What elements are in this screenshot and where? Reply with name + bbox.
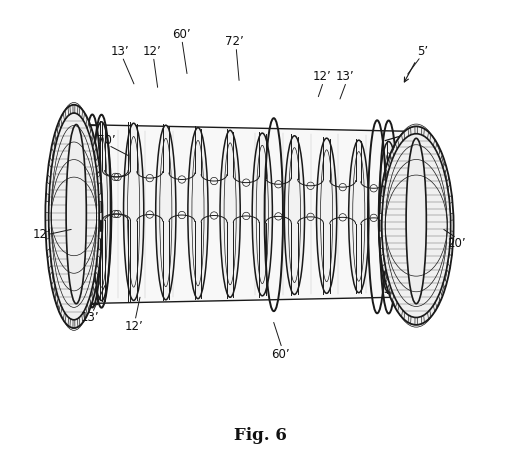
- Polygon shape: [77, 106, 80, 115]
- Ellipse shape: [252, 133, 272, 296]
- Text: 12’: 12’: [142, 45, 161, 58]
- Polygon shape: [82, 312, 85, 323]
- Polygon shape: [49, 265, 53, 276]
- Polygon shape: [401, 310, 405, 319]
- Polygon shape: [380, 248, 383, 256]
- Ellipse shape: [406, 138, 426, 304]
- Polygon shape: [68, 318, 70, 327]
- Ellipse shape: [284, 136, 305, 294]
- Polygon shape: [449, 195, 452, 204]
- Text: 12’: 12’: [313, 70, 331, 83]
- Polygon shape: [73, 105, 75, 113]
- Polygon shape: [433, 302, 437, 312]
- Polygon shape: [390, 291, 394, 301]
- Polygon shape: [449, 248, 452, 256]
- Ellipse shape: [220, 130, 240, 297]
- Polygon shape: [76, 125, 416, 304]
- Text: 60’: 60’: [173, 28, 191, 41]
- Polygon shape: [450, 231, 453, 238]
- Polygon shape: [415, 126, 418, 134]
- Polygon shape: [89, 128, 93, 140]
- Polygon shape: [433, 140, 437, 149]
- Polygon shape: [447, 264, 450, 273]
- Polygon shape: [46, 193, 49, 202]
- Ellipse shape: [382, 124, 451, 327]
- Polygon shape: [438, 150, 443, 160]
- Text: Fig. 6: Fig. 6: [233, 427, 287, 444]
- Polygon shape: [59, 304, 62, 315]
- Polygon shape: [59, 118, 62, 129]
- Polygon shape: [93, 280, 96, 291]
- Polygon shape: [86, 118, 89, 129]
- Text: 5’: 5’: [418, 45, 428, 58]
- Polygon shape: [447, 178, 450, 187]
- Polygon shape: [395, 302, 399, 312]
- Polygon shape: [55, 293, 58, 305]
- Polygon shape: [380, 195, 383, 204]
- Polygon shape: [408, 127, 411, 136]
- Polygon shape: [427, 310, 431, 319]
- Ellipse shape: [349, 140, 369, 292]
- Polygon shape: [46, 231, 49, 239]
- Polygon shape: [89, 293, 93, 305]
- Polygon shape: [450, 213, 453, 220]
- Ellipse shape: [124, 123, 144, 300]
- Polygon shape: [415, 318, 418, 325]
- Polygon shape: [401, 132, 405, 141]
- Text: 13’: 13’: [111, 45, 129, 58]
- Polygon shape: [47, 174, 50, 185]
- Polygon shape: [93, 142, 96, 153]
- Text: 13’: 13’: [336, 70, 354, 83]
- Polygon shape: [99, 213, 102, 220]
- Polygon shape: [395, 140, 399, 149]
- Ellipse shape: [188, 127, 208, 299]
- Ellipse shape: [155, 125, 176, 300]
- Polygon shape: [47, 248, 50, 258]
- Polygon shape: [86, 304, 89, 315]
- Polygon shape: [390, 150, 394, 160]
- Ellipse shape: [49, 102, 99, 330]
- Polygon shape: [63, 110, 66, 120]
- Text: 13’: 13’: [81, 311, 99, 324]
- Text: 72’: 72’: [225, 35, 244, 48]
- Ellipse shape: [317, 138, 337, 293]
- Polygon shape: [95, 157, 99, 168]
- Polygon shape: [421, 315, 424, 324]
- Text: 20’: 20’: [447, 238, 466, 251]
- Polygon shape: [386, 279, 389, 288]
- Ellipse shape: [92, 122, 112, 300]
- Polygon shape: [97, 174, 101, 185]
- Ellipse shape: [379, 141, 399, 292]
- Polygon shape: [443, 279, 447, 288]
- Polygon shape: [73, 320, 75, 328]
- Polygon shape: [408, 315, 411, 324]
- Polygon shape: [77, 318, 80, 327]
- Polygon shape: [82, 110, 85, 120]
- Polygon shape: [386, 163, 389, 173]
- Polygon shape: [51, 142, 55, 153]
- Polygon shape: [55, 128, 58, 140]
- Polygon shape: [379, 213, 382, 220]
- Polygon shape: [379, 231, 382, 238]
- Polygon shape: [68, 106, 70, 115]
- Polygon shape: [382, 178, 386, 187]
- Text: 12’: 12’: [124, 320, 143, 333]
- Polygon shape: [427, 132, 431, 141]
- Polygon shape: [99, 193, 102, 202]
- Polygon shape: [45, 213, 49, 220]
- Polygon shape: [95, 265, 99, 276]
- Polygon shape: [63, 312, 66, 323]
- Polygon shape: [97, 248, 101, 258]
- Text: 12’: 12’: [32, 228, 51, 241]
- Polygon shape: [51, 280, 55, 291]
- Polygon shape: [421, 127, 424, 136]
- Polygon shape: [443, 163, 447, 173]
- Polygon shape: [49, 157, 53, 168]
- Polygon shape: [99, 231, 102, 239]
- Polygon shape: [438, 291, 443, 301]
- Text: 60’: 60’: [271, 348, 290, 361]
- Ellipse shape: [66, 125, 86, 304]
- Polygon shape: [382, 264, 386, 273]
- Text: 70’: 70’: [97, 134, 115, 147]
